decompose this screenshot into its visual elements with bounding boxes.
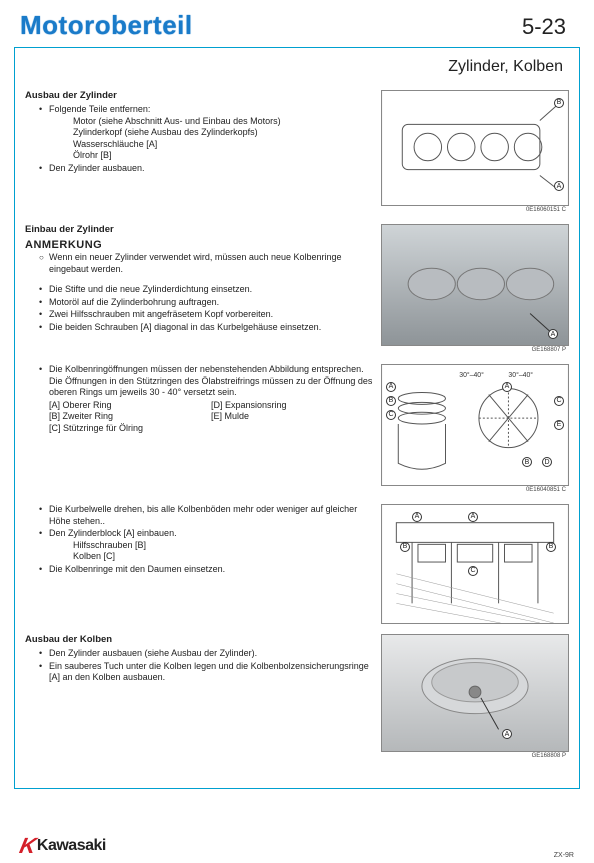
- intro-text: Folgende Teile entfernen:: [49, 104, 150, 114]
- legend-item: [A] Oberer Ring: [49, 400, 211, 412]
- sub-item: Motor (siehe Abschnitt Aus- und Einbau d…: [73, 116, 373, 128]
- legend-item: [C] Stützringe für Ölring: [49, 423, 211, 435]
- heading-ausbau-zylinder: Ausbau der Zylinder: [25, 90, 373, 102]
- figure-column: A GE168807 P: [381, 224, 569, 354]
- page-header: Motoroberteil 5-23: [0, 0, 594, 47]
- page-footer: K Kawasaki ZX-9R: [20, 833, 574, 859]
- sub-item: Hilfsschrauben [B]: [73, 540, 373, 552]
- sublist: Hilfsschrauben [B] Kolben [C]: [49, 540, 373, 563]
- section-install-block: Die Kurbelwelle drehen, bis alle Kolbenb…: [25, 504, 569, 624]
- list-item: Den Zylinderblock [A] einbauen. Hilfssch…: [39, 528, 373, 563]
- svg-text:30°–40°: 30°–40°: [459, 371, 484, 379]
- list-item: Ein sauberes Tuch unter die Kolben legen…: [39, 661, 373, 684]
- text-column: Die Kurbelwelle drehen, bis alle Kolbenb…: [25, 504, 381, 576]
- figure-caption: GE168808 P: [381, 752, 569, 760]
- model-label: ZX-9R: [554, 852, 574, 859]
- sublist: Motor (siehe Abschnitt Aus- und Einbau d…: [49, 116, 373, 162]
- legend-item: [B] Zweiter Ring: [49, 411, 211, 423]
- list-item: Motoröl auf die Zylinderbohrung auftrage…: [39, 297, 373, 309]
- list-item: Den Zylinder ausbauen (siehe Ausbau der …: [39, 648, 373, 660]
- sub-item: Kolben [C]: [73, 551, 373, 563]
- list-item: Die Stifte und die neue Zylinderdichtung…: [39, 284, 373, 296]
- header-page-number: 5-23: [522, 14, 566, 40]
- heading-einbau-zylinder: Einbau der Zylinder: [25, 224, 373, 236]
- figure-column: A GE168808 P: [381, 634, 569, 760]
- figure-crankcase-photo: A: [381, 224, 569, 346]
- list-item: Die beiden Schrauben [A] diagonal in das…: [39, 322, 373, 334]
- text-column: Einbau der Zylinder ANMERKUNG Wenn ein n…: [25, 224, 381, 334]
- figure-cylinder-block: B A: [381, 90, 569, 206]
- figure-ring-diagram: 30°–40° 30°–40°: [381, 364, 569, 486]
- figure-caption: 0E16060151 C: [381, 206, 569, 214]
- logo-mark-icon: K: [17, 833, 35, 859]
- sub-item: Wasserschläuche [A]: [73, 139, 373, 151]
- text-column: Ausbau der Kolben Den Zylinder ausbauen …: [25, 634, 381, 685]
- brand-logo: K Kawasaki: [20, 833, 106, 859]
- section-einbau-zylinder: Einbau der Zylinder ANMERKUNG Wenn ein n…: [25, 224, 569, 354]
- page: Motoroberteil 5-23 Zylinder, Kolben Ausb…: [0, 0, 594, 863]
- figure-caption: GE168807 P: [381, 346, 569, 354]
- figure-cylinder-install: A A B B C: [381, 504, 569, 624]
- legend-item: [D] Expansionsring: [211, 400, 373, 412]
- section-ausbau-zylinder: Ausbau der Zylinder Folgende Teile entfe…: [25, 90, 569, 214]
- list-item: Die Kolbenringöffnungen müssen der neben…: [39, 364, 373, 399]
- sub-item: Ölrohr [B]: [73, 150, 373, 162]
- sub-item: Zylinderkopf (siehe Ausbau des Zylinderk…: [73, 127, 373, 139]
- list-item: Folgende Teile entfernen: Motor (siehe A…: [39, 104, 373, 162]
- list-item: Zwei Hilfsschrauben mit angefräsetem Kop…: [39, 309, 373, 321]
- list-text: Den Zylinderblock [A] einbauen.: [49, 528, 177, 538]
- figure-piston-photo: A: [381, 634, 569, 752]
- figure-caption: 0E16040851 C: [381, 486, 569, 494]
- heading-ausbau-kolben: Ausbau der Kolben: [25, 634, 373, 646]
- brand-name: Kawasaki: [37, 837, 106, 855]
- list-item: Die Kurbelwelle drehen, bis alle Kolbenb…: [39, 504, 373, 527]
- legend-item: [E] Mulde: [211, 411, 373, 423]
- list-item: Den Zylinder ausbauen.: [39, 163, 373, 175]
- text-column: Die Kolbenringöffnungen müssen der neben…: [25, 364, 381, 434]
- text-column: Ausbau der Zylinder Folgende Teile entfe…: [25, 90, 381, 175]
- figure-column: 30°–40° 30°–40°: [381, 364, 569, 494]
- content-frame: Zylinder, Kolben Ausbau der Zylinder Fol…: [14, 47, 580, 789]
- svg-text:30°–40°: 30°–40°: [508, 371, 533, 379]
- section-ausbau-kolben: Ausbau der Kolben Den Zylinder ausbauen …: [25, 634, 569, 760]
- header-title: Motoroberteil: [20, 10, 193, 41]
- section-ring-gaps: Die Kolbenringöffnungen müssen der neben…: [25, 364, 569, 494]
- figure-column: A A B B C: [381, 504, 569, 624]
- list-item: Die Kolbenringe mit den Daumen einsetzen…: [39, 564, 373, 576]
- legend: [A] Oberer Ring [B] Zweiter Ring [C] Stü…: [25, 400, 373, 435]
- section-title: Zylinder, Kolben: [25, 58, 569, 76]
- note-item: Wenn ein neuer Zylinder verwendet wird, …: [39, 252, 373, 275]
- figure-column: B A 0E16060151 C: [381, 90, 569, 214]
- note-heading: ANMERKUNG: [25, 238, 373, 252]
